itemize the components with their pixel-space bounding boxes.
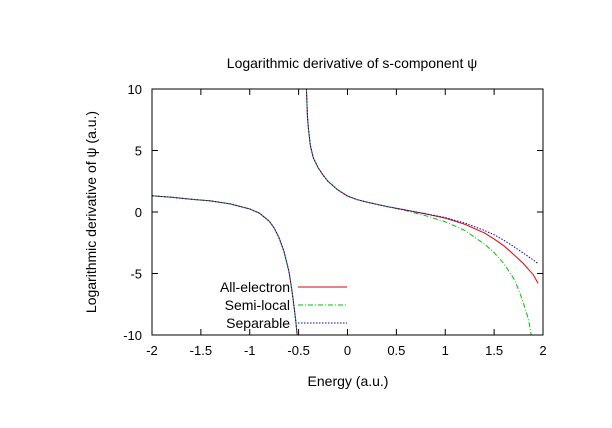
x-tick-label: 0.5 bbox=[387, 343, 405, 358]
x-tick-label: 1.5 bbox=[485, 343, 503, 358]
y-tick-label: -5 bbox=[130, 267, 142, 282]
y-tick-label: -10 bbox=[123, 328, 142, 343]
x-tick-label: -1.5 bbox=[190, 343, 212, 358]
x-tick-label: -2 bbox=[146, 343, 158, 358]
series-line-separable-1 bbox=[152, 195, 298, 335]
legend-label-semi-local: Semi-local bbox=[225, 297, 290, 313]
y-tick-label: 0 bbox=[135, 205, 142, 220]
legend-label-all-electron: All-electron bbox=[220, 279, 290, 295]
y-tick-label: 10 bbox=[128, 82, 142, 97]
chart-title: Logarithmic derivative of s-component ψ bbox=[227, 55, 477, 71]
ticks-layer: -2 -1.5 -1 -0.5 0 0.5 1 1.5 2 -10 -5 0 5 10 bbox=[123, 82, 546, 358]
x-tick-label: -1 bbox=[244, 343, 256, 358]
legend-label-separable: Separable bbox=[226, 315, 290, 331]
y-axis-label: Logarithmic derivative of ψ (a.u.) bbox=[83, 111, 99, 313]
x-tick-label: 0 bbox=[344, 343, 351, 358]
x-tick-label: 1 bbox=[442, 343, 449, 358]
plot-frame bbox=[151, 88, 544, 336]
y-tick-label: 5 bbox=[135, 144, 142, 159]
series-line-separable-2 bbox=[305, 89, 539, 265]
x-axis-label: Energy (a.u.) bbox=[308, 373, 389, 389]
series-layer bbox=[152, 89, 539, 335]
x-tick-label: -0.5 bbox=[287, 343, 309, 358]
series-line-semi-local-2 bbox=[305, 89, 532, 335]
series-line-all-electron-2 bbox=[305, 89, 539, 284]
legend: All-electron Semi-local Separable bbox=[220, 279, 347, 331]
x-tick-label: 2 bbox=[539, 343, 546, 358]
